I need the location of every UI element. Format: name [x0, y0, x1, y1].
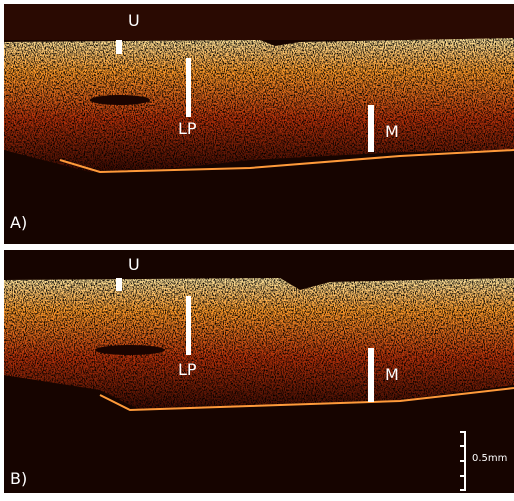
u-label: U [128, 255, 140, 274]
lp-bar [186, 296, 191, 355]
basement-line [59, 149, 514, 174]
panel-b: U LP M B) 0.5mm [4, 250, 514, 493]
u-bar [116, 278, 122, 291]
speckle [4, 278, 514, 410]
u-label: U [128, 11, 140, 30]
gap [95, 345, 165, 355]
scale-label: 0.5mm [472, 453, 507, 464]
u-bar [116, 40, 122, 54]
m-label: M [385, 365, 399, 384]
scale-bar [460, 431, 466, 491]
upper-layer [4, 4, 514, 40]
speckle [4, 38, 514, 172]
panel-label: A) [10, 213, 27, 232]
panel-a: U LP M A) [4, 4, 514, 244]
panel-label: B) [10, 469, 27, 488]
m-bar [368, 105, 374, 152]
lp-label: LP [178, 119, 197, 138]
lp-bar [186, 58, 191, 117]
lp-label: LP [178, 360, 197, 379]
gap [90, 95, 150, 105]
m-label: M [385, 122, 399, 141]
basement-line [99, 387, 514, 412]
m-bar [368, 348, 374, 402]
